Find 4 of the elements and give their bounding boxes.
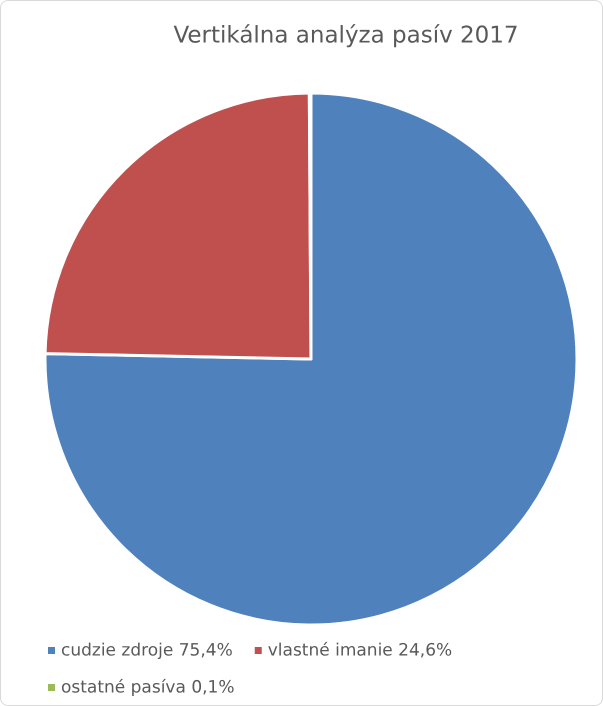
chart-title: Vertikálna analýza pasív 2017 [173,22,519,48]
legend-label: ostatné pasíva 0,1% [61,678,235,698]
legend-label: cudzie zdroje 75,4% [61,640,233,660]
legend-label: vlastné imanie 24,6% [268,640,452,660]
